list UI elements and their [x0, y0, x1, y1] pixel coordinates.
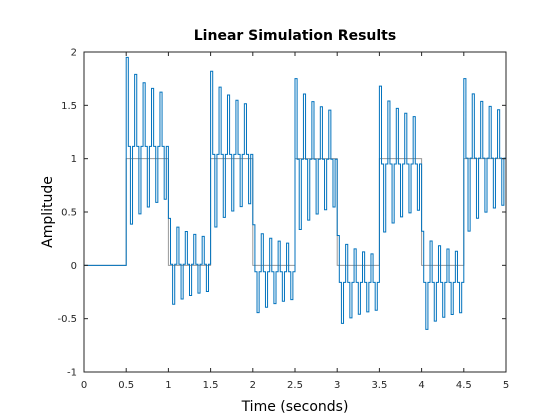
x-tick-label: 3.5	[371, 380, 387, 391]
x-tick-label: 2.5	[287, 380, 303, 391]
y-tick-label: 1	[71, 154, 77, 165]
y-tick-label: 2	[71, 48, 77, 59]
x-tick-label: 1	[165, 380, 171, 391]
y-tick-label: 1.5	[61, 101, 77, 112]
x-tick-label: 0	[81, 380, 87, 391]
x-tick-label: 3	[334, 380, 340, 391]
x-tick-label: 1.5	[203, 380, 219, 391]
x-tick-label: 4.5	[456, 380, 472, 391]
x-tick-label: 5	[503, 380, 509, 391]
y-tick-label: 0	[71, 261, 77, 272]
x-axis-label: Time (seconds)	[241, 399, 349, 415]
series-layer	[84, 56, 506, 330]
y-tick-label: 0.5	[61, 208, 77, 219]
chart-title: Linear Simulation Results	[194, 28, 396, 44]
tick-layer: 0 0.5 1 1.5 2 2.5 3 3.5 4 4.5 5 -1 -0.5 0 0.5 1 1.5 2	[57, 48, 509, 392]
y-axis-label: Amplitude	[40, 176, 56, 248]
x-tick-label: 2	[250, 380, 256, 391]
x-tick-label: 0.5	[118, 380, 134, 391]
x-tick-label: 4	[418, 380, 424, 391]
axes-box	[83, 51, 507, 373]
y-tick-label: -0.5	[57, 314, 77, 325]
response-signal-line	[84, 56, 506, 330]
y-tick-label: -1	[67, 368, 77, 379]
